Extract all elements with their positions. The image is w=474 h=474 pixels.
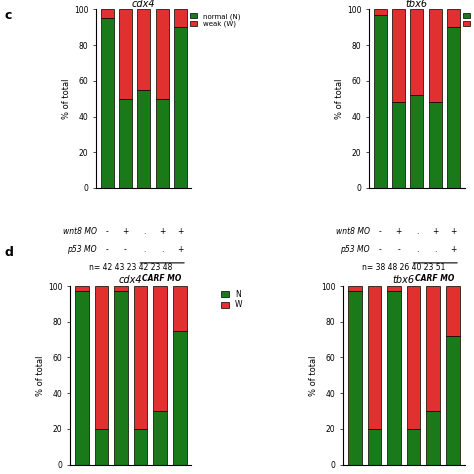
Text: wnt8 MO: wnt8 MO xyxy=(63,227,97,236)
Bar xyxy=(101,18,114,188)
Text: -: - xyxy=(397,245,400,254)
Text: .: . xyxy=(434,245,437,254)
Text: .: . xyxy=(143,245,145,254)
Bar xyxy=(114,286,128,292)
Bar xyxy=(95,429,109,465)
Text: -: - xyxy=(379,245,382,254)
Text: wnt8 MO: wnt8 MO xyxy=(336,227,370,236)
Bar xyxy=(368,429,382,465)
Legend: normal (N), weak (W): normal (N), weak (W) xyxy=(464,13,474,27)
Bar xyxy=(137,9,150,90)
Text: .: . xyxy=(161,245,164,254)
Bar xyxy=(153,411,167,465)
Y-axis label: % of total: % of total xyxy=(36,355,45,395)
Legend: N, W: N, W xyxy=(221,290,242,310)
Bar xyxy=(348,286,362,292)
Bar xyxy=(173,286,187,331)
Text: +: + xyxy=(395,227,401,236)
Bar xyxy=(174,27,187,188)
Bar xyxy=(368,286,382,429)
Text: p53 MO: p53 MO xyxy=(340,245,370,254)
Bar xyxy=(134,429,147,465)
Text: CARF MO: CARF MO xyxy=(416,273,455,283)
Y-axis label: % of total: % of total xyxy=(309,355,318,395)
Bar xyxy=(446,286,460,336)
Bar xyxy=(348,292,362,465)
Text: +: + xyxy=(450,245,457,254)
Bar xyxy=(153,286,167,411)
Text: -: - xyxy=(124,245,127,254)
Text: -: - xyxy=(106,245,109,254)
Bar xyxy=(75,292,89,465)
Text: p53 MO: p53 MO xyxy=(67,245,97,254)
Bar xyxy=(429,102,442,188)
Bar xyxy=(173,331,187,465)
Y-axis label: % of total: % of total xyxy=(62,79,71,119)
Bar xyxy=(410,95,423,188)
Text: n= 42 43 23 42 23 48: n= 42 43 23 42 23 48 xyxy=(89,263,173,272)
Bar xyxy=(446,336,460,465)
Bar xyxy=(119,9,132,99)
Bar xyxy=(407,286,420,429)
Bar xyxy=(174,9,187,27)
Bar xyxy=(407,429,420,465)
Bar xyxy=(429,9,442,102)
Bar xyxy=(410,9,423,95)
Bar xyxy=(392,9,405,102)
Title: cdx4: cdx4 xyxy=(132,0,155,9)
Text: -: - xyxy=(379,227,382,236)
Bar xyxy=(156,99,169,188)
Bar xyxy=(134,286,147,429)
Y-axis label: % of total: % of total xyxy=(335,79,344,119)
Bar xyxy=(392,102,405,188)
Title: cdx4: cdx4 xyxy=(119,275,143,285)
Bar xyxy=(447,27,460,188)
Bar xyxy=(426,411,440,465)
Bar xyxy=(387,292,401,465)
Title: tbx6: tbx6 xyxy=(393,275,415,285)
Bar xyxy=(374,9,387,15)
Text: +: + xyxy=(122,227,128,236)
Text: +: + xyxy=(432,227,438,236)
Bar xyxy=(156,9,169,99)
Bar xyxy=(447,9,460,27)
Bar xyxy=(114,292,128,465)
Text: +: + xyxy=(177,245,184,254)
Text: +: + xyxy=(450,227,457,236)
Text: n= 38 48 26 40 23 51: n= 38 48 26 40 23 51 xyxy=(362,263,446,272)
Bar xyxy=(387,286,401,292)
Text: .: . xyxy=(143,227,145,236)
Text: .: . xyxy=(416,245,418,254)
Bar xyxy=(426,286,440,411)
Text: c: c xyxy=(5,9,12,22)
Text: +: + xyxy=(177,227,184,236)
Text: .: . xyxy=(416,227,418,236)
Legend: normal (N), weak (W): normal (N), weak (W) xyxy=(191,13,240,27)
Bar xyxy=(95,286,109,429)
Text: CARF MO: CARF MO xyxy=(143,273,182,283)
Text: +: + xyxy=(159,227,165,236)
Bar xyxy=(75,286,89,292)
Bar xyxy=(374,15,387,188)
Text: -: - xyxy=(106,227,109,236)
Title: tbx6: tbx6 xyxy=(406,0,428,9)
Text: d: d xyxy=(5,246,14,259)
Bar xyxy=(137,90,150,188)
Bar xyxy=(119,99,132,188)
Bar xyxy=(101,9,114,18)
